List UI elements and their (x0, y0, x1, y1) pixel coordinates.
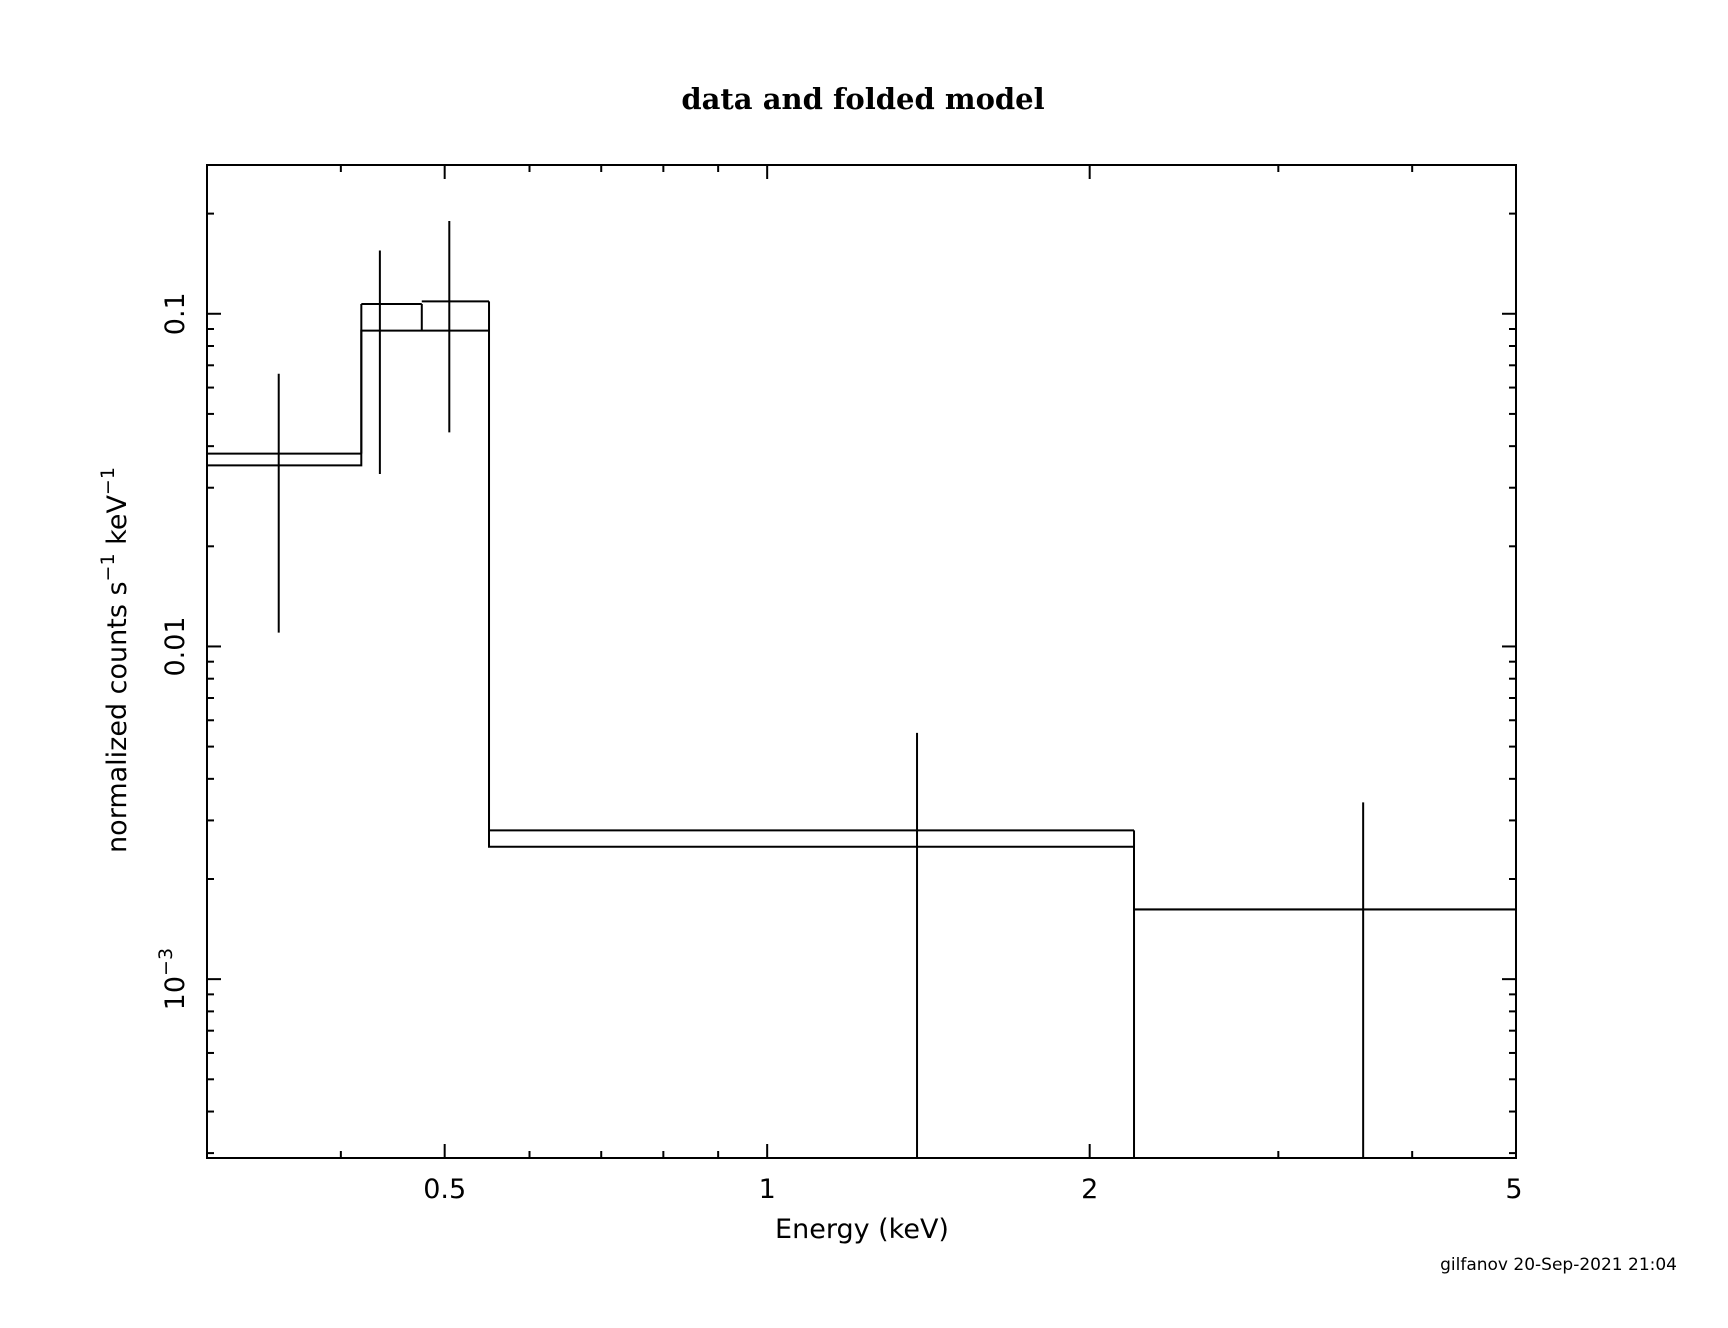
y-tick-label: 0.1 (160, 292, 191, 335)
data-point (361, 250, 422, 474)
y-axis-label-sup2: −1 (97, 467, 119, 495)
data-point (421, 221, 490, 433)
y-tick-labels: 10−3 0.01 0.1 (155, 292, 191, 1010)
x-axis-label: Energy (keV) (775, 1214, 949, 1245)
x-tick-label: 0.5 (423, 1174, 466, 1205)
y-tick-label: 0.01 (160, 616, 191, 676)
model-series (207, 329, 1516, 1158)
chart-title: data and folded model (681, 82, 1044, 116)
data-point (1134, 802, 1516, 1158)
y-axis-label-mid: keV (102, 495, 133, 554)
data-point (489, 732, 1135, 1158)
axis-ticks (206, 165, 1517, 1158)
y-tick-label: 10−3 (155, 948, 191, 1010)
y-axis-label-sup1: −1 (97, 553, 119, 581)
x-tick-labels: 0.5 1 2 5 (423, 1174, 1522, 1205)
x-tick-label: 5 (1505, 1174, 1522, 1205)
data-point (207, 373, 362, 633)
y-axis-label-main: normalized counts s (102, 581, 133, 853)
plot-frame (206, 164, 1517, 1159)
data-series (207, 221, 1516, 1158)
x-tick-label: 2 (1081, 1174, 1098, 1205)
footer-stamp: gilfanov 20-Sep-2021 21:04 (1440, 1255, 1677, 1275)
model-step-line (207, 329, 1516, 911)
x-tick-label: 1 (759, 1174, 776, 1205)
y-axis-label: normalized counts s−1 keV−1 (97, 467, 133, 853)
